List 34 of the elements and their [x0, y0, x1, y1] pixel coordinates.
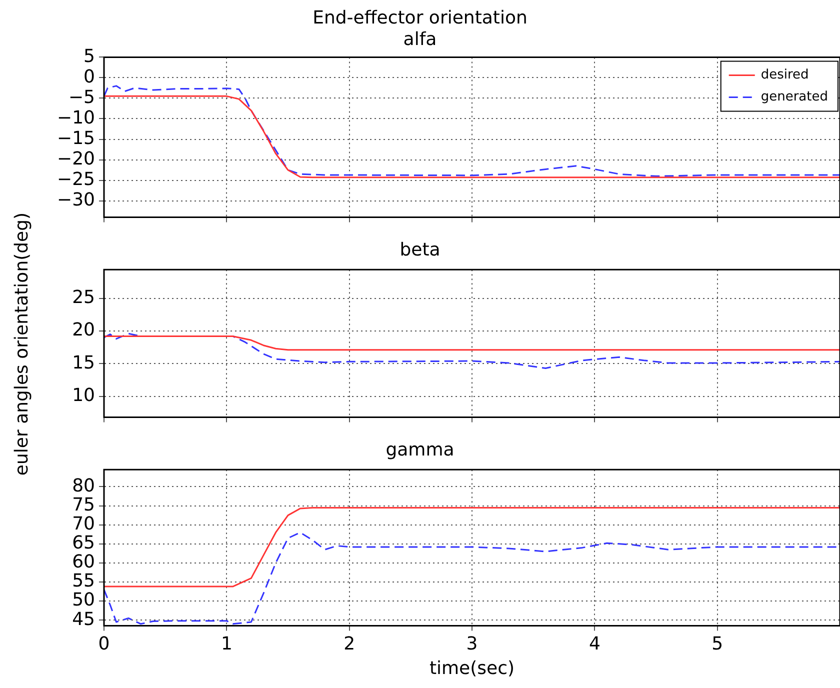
y-tick-label: 15	[72, 352, 95, 374]
y-tick-label: 0	[84, 66, 95, 88]
x-tick-label: 0	[98, 633, 110, 654]
y-axis-title: euler angles orientation(deg)	[12, 212, 32, 476]
y-tick-label: 80	[72, 475, 95, 496]
y-tick-label: 45	[72, 608, 95, 630]
chart-subtitle: alfa	[403, 29, 437, 50]
chart-title: End-effector orientation	[312, 7, 528, 28]
y-tick-label: −5	[68, 86, 95, 108]
y-tick-label: 25	[72, 287, 95, 308]
y-tick-label: −30	[57, 189, 95, 210]
legend-label: desired	[760, 68, 809, 83]
x-tick-label: 1	[220, 633, 232, 654]
legend-label: generated	[760, 90, 828, 105]
chart-title: gamma	[386, 439, 454, 460]
y-tick-label: 20	[72, 320, 95, 341]
x-tick-label: 4	[588, 633, 600, 654]
y-tick-label: −15	[57, 128, 95, 149]
y-tick-label: −10	[57, 107, 95, 128]
y-tick-label: 60	[72, 552, 95, 573]
y-tick-label: 5	[84, 46, 95, 67]
x-tick-label: 3	[466, 633, 478, 654]
x-tick-label: 2	[344, 633, 356, 654]
y-tick-label: 65	[72, 532, 95, 554]
y-tick-label: −20	[57, 148, 95, 170]
x-tick-label: 5	[712, 633, 724, 654]
y-tick-label: 50	[72, 590, 95, 611]
y-tick-label: 75	[72, 494, 95, 516]
y-tick-label: −25	[57, 168, 95, 190]
y-tick-label: 70	[72, 514, 95, 535]
chart-title: beta	[400, 239, 440, 260]
y-tick-label: 55	[72, 570, 95, 592]
y-tick-label: 10	[72, 384, 95, 406]
x-axis-title: time(sec)	[429, 658, 515, 679]
